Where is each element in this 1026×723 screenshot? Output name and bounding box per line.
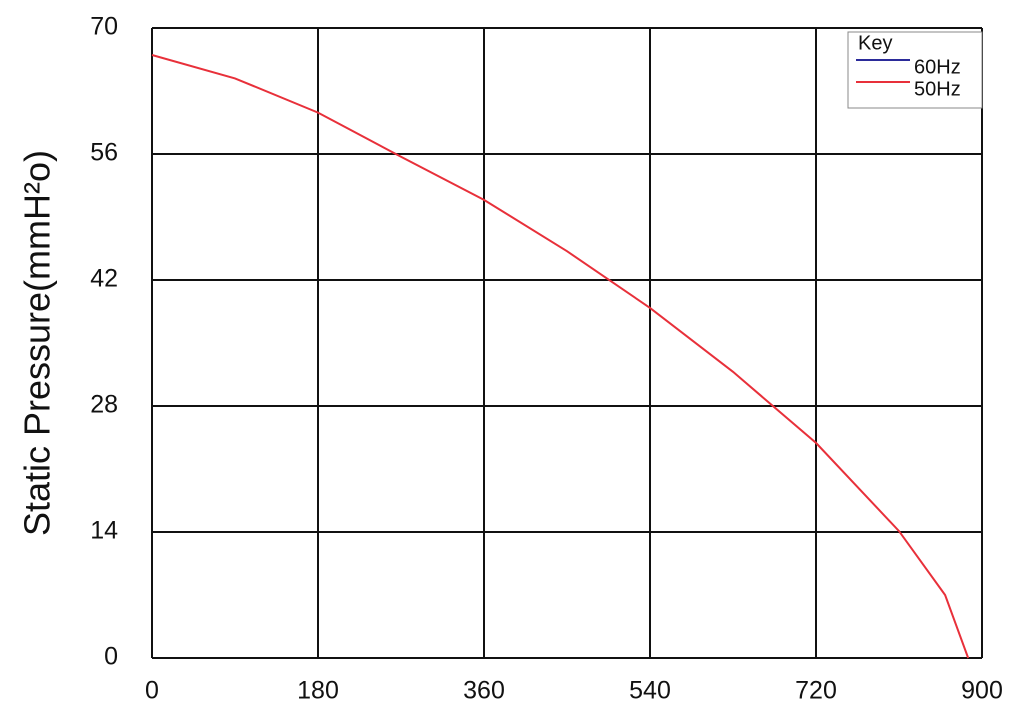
legend-label: 60Hz bbox=[914, 56, 961, 78]
legend-label: 50Hz bbox=[914, 78, 961, 100]
y-tick-label: 70 bbox=[90, 13, 118, 41]
x-tick-label: 180 bbox=[297, 677, 339, 705]
legend-box bbox=[847, 31, 983, 109]
y-tick-label: 42 bbox=[90, 265, 118, 293]
x-tick-label: 0 bbox=[145, 677, 159, 705]
y-axis-label: Static Pressure(mmH²o) bbox=[17, 150, 58, 536]
y-tick-label: 14 bbox=[90, 517, 118, 545]
y-tick-label: 0 bbox=[104, 643, 118, 671]
legend-title: Key bbox=[858, 32, 892, 54]
x-tick-label: 900 bbox=[961, 677, 1003, 705]
x-tick-label: 720 bbox=[795, 677, 837, 705]
x-tick-label: 360 bbox=[463, 677, 505, 705]
y-tick-label: 28 bbox=[90, 391, 118, 419]
x-tick-label: 540 bbox=[629, 677, 671, 705]
line-series bbox=[151, 54, 970, 659]
y-tick-label: 56 bbox=[90, 139, 118, 167]
